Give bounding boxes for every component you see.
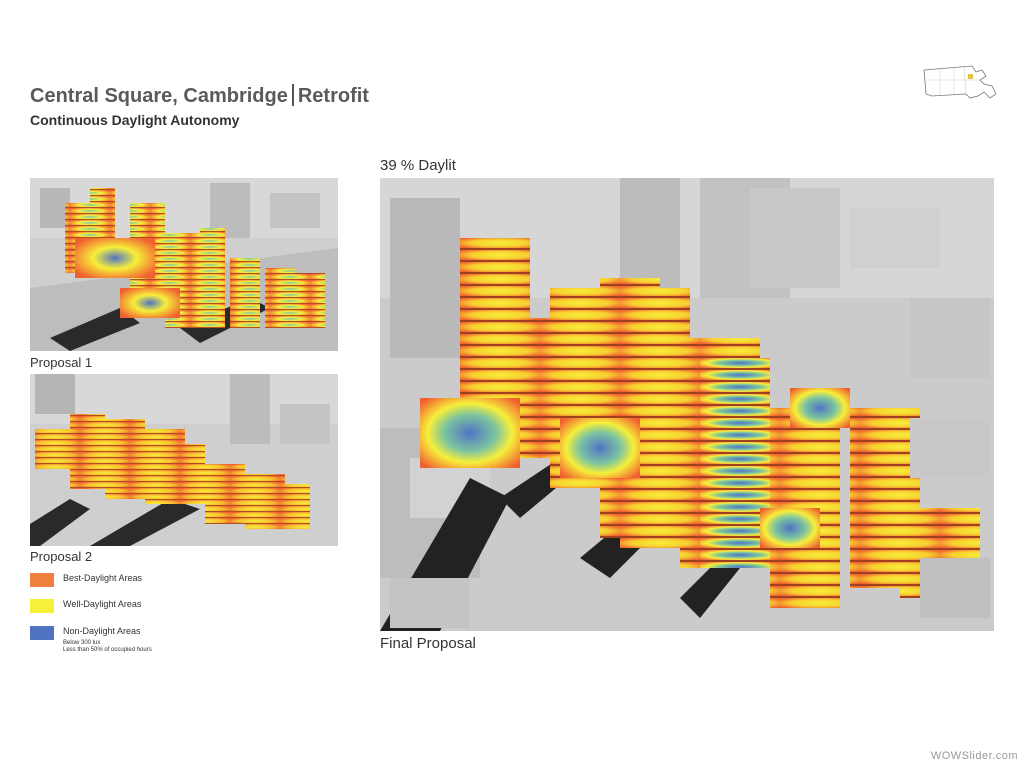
final-proposal-render [380, 178, 994, 631]
legend-swatch-well [30, 599, 54, 613]
page-subtitle: Continuous Daylight Autonomy [30, 112, 240, 128]
legend-note-lux: Below 300 lux [63, 640, 101, 646]
page-title: Central Square, Cambridge Retrofit [30, 84, 369, 108]
title-separator [291, 84, 294, 106]
proposal-2-render [30, 374, 338, 546]
title-location: Central Square, Cambridge [30, 85, 288, 107]
title-project: Retrofit [297, 85, 369, 107]
proposal-2-caption: Proposal 2 [30, 549, 93, 564]
legend-note-hours: Less than 50% of occupied hours [63, 647, 152, 653]
massachusetts-map-icon [920, 60, 998, 110]
proposal-1-caption: Proposal 1 [30, 355, 93, 370]
legend-label-well: Well-Daylight Areas [63, 599, 142, 609]
legend-swatch-non [30, 626, 54, 640]
legend-label-non: Non-Daylight Areas [63, 626, 141, 636]
legend-label-best: Best-Daylight Areas [63, 573, 143, 583]
daylit-percentage: 39 % Daylit [380, 157, 456, 174]
watermark[interactable]: WOWSlider.com [930, 750, 1018, 762]
proposal-1-render [30, 178, 338, 351]
legend-swatch-best [30, 573, 54, 587]
final-proposal-caption: Final Proposal [380, 635, 476, 652]
